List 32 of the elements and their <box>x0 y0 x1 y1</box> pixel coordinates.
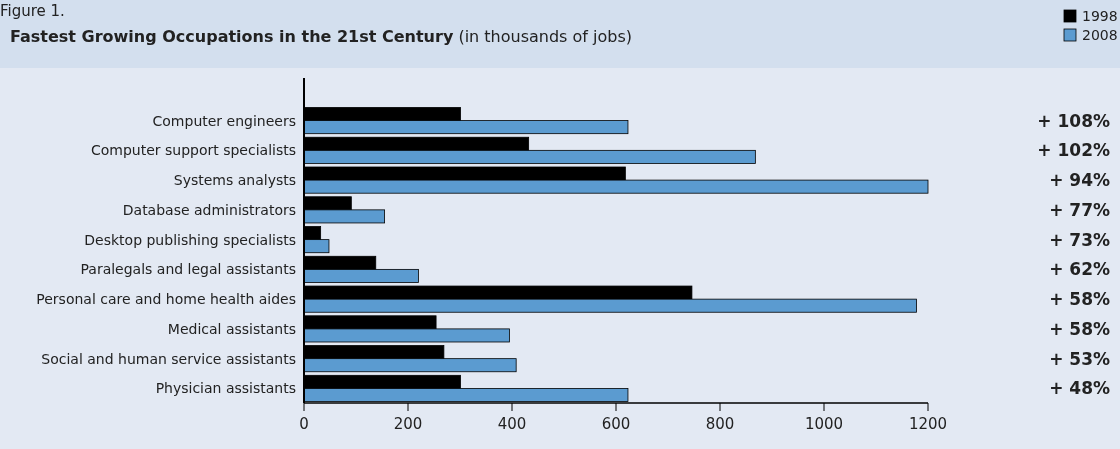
y-tick-label: Medical assistants <box>167 320 296 337</box>
x-tick-label: 0 <box>299 415 309 433</box>
text: + 58% <box>1049 318 1110 339</box>
y-tick-label: Physician assistants <box>155 380 296 397</box>
x-tick-label: 1200 <box>908 415 948 433</box>
text: + 58% <box>1049 289 1110 310</box>
text: + 77% <box>1049 199 1110 220</box>
x-tick-label: 1000 <box>804 415 844 433</box>
y-tick-label: Paralegals and legal assistants <box>80 261 296 278</box>
text: + 53% <box>1049 348 1110 369</box>
x-tick-label: 600 <box>601 415 631 433</box>
legend-label: 1998 <box>1082 8 1118 24</box>
text: + 94% <box>1049 170 1110 191</box>
text: + 108% <box>1037 110 1110 131</box>
chart-title: Fastest Growing Occupations in the 21st Century <box>10 27 454 46</box>
y-tick-label: Systems analysts <box>173 172 296 189</box>
chart-subtitle: (in thousands of jobs) <box>453 27 633 46</box>
caption: Figure 1. <box>0 2 65 20</box>
text: + 62% <box>1049 259 1110 280</box>
y-tick-label: Computer engineers <box>152 112 296 129</box>
text: + 102% <box>1037 140 1110 161</box>
x-tick-label: 800 <box>705 415 735 433</box>
y-tick-label: Social and human service assistants <box>41 350 296 367</box>
y-tick-label: Computer support specialists <box>90 142 296 159</box>
y-tick-label: Desktop publishing specialists <box>84 231 296 248</box>
y-tick-label: Database administrators <box>122 201 296 218</box>
legend-label: 2008 <box>1082 27 1118 43</box>
y-tick-label: Personal care and home health aides <box>36 291 296 308</box>
text: + 73% <box>1049 229 1110 250</box>
x-tick-label: 200 <box>393 415 423 433</box>
text: + 48% <box>1049 378 1110 399</box>
x-tick-label: 400 <box>497 415 527 433</box>
